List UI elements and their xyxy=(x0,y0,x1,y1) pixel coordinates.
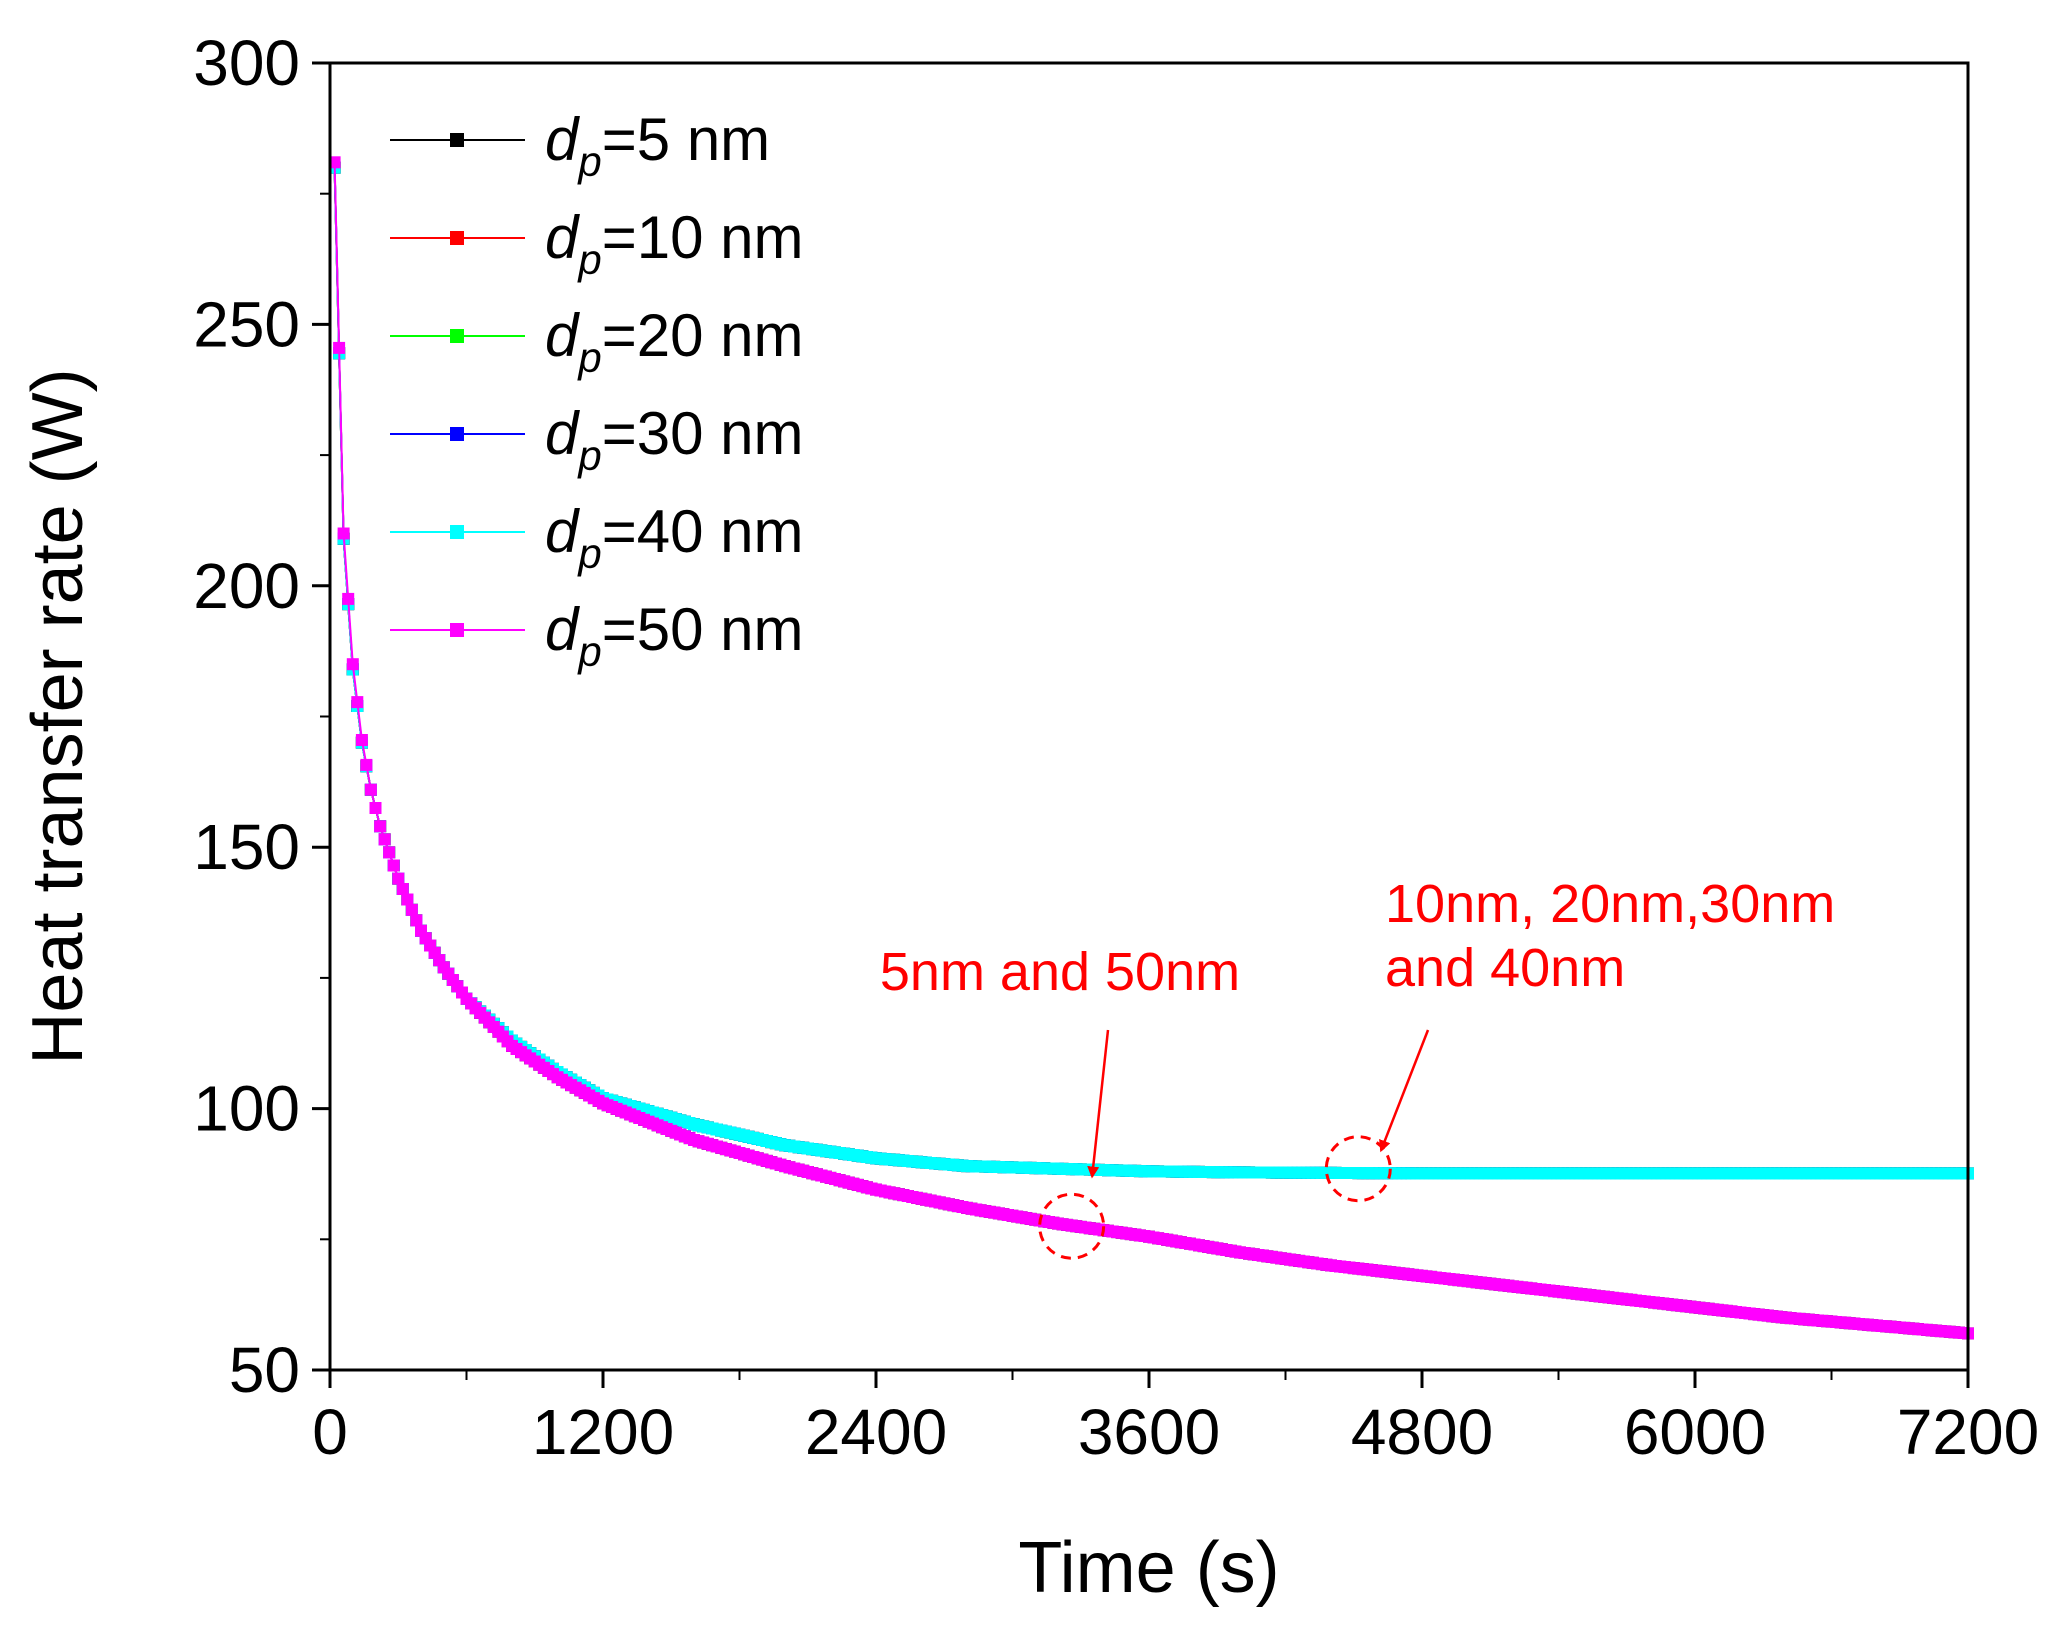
legend-marker xyxy=(450,329,464,343)
data-point xyxy=(392,872,405,885)
x-tick-label: 2400 xyxy=(805,1396,947,1468)
annotation-1: 5nm and 50nm xyxy=(880,942,1240,1260)
legend: dp=5 nm dp=10 nm dp=20 nm dp=30 nm dp=40 nm d… xyxy=(390,106,804,675)
legend-marker xyxy=(450,525,464,539)
x-tick-label: 3600 xyxy=(1078,1396,1220,1468)
y-tick-label: 300 xyxy=(193,27,300,99)
legend-item-6: dp=50 nm xyxy=(390,596,804,675)
data-point xyxy=(355,734,368,746)
annotation-circle xyxy=(1038,1192,1106,1260)
data-point xyxy=(387,859,400,872)
data-point xyxy=(369,802,382,814)
legend-label: dp=30 nm xyxy=(545,400,804,479)
legend-marker xyxy=(450,231,464,245)
annotation-text: 5nm and 50nm xyxy=(880,942,1240,1002)
series-5 xyxy=(328,161,1974,1180)
y-tick-label: 200 xyxy=(193,550,300,622)
x-tick-label: 1200 xyxy=(532,1396,674,1468)
annotation-text: and 40nm xyxy=(1385,938,1625,998)
data-point xyxy=(378,833,391,846)
x-tick-label: 4800 xyxy=(1351,1396,1493,1468)
legend-item-4: dp=30 nm xyxy=(390,400,804,479)
annotation-circle xyxy=(1324,1135,1392,1203)
annotation-arrow xyxy=(1087,1029,1110,1179)
data-point xyxy=(328,156,341,169)
data-point xyxy=(401,893,414,906)
y-tick-label: 50 xyxy=(229,1334,300,1406)
legend-marker xyxy=(450,427,464,441)
data-point xyxy=(396,883,409,895)
legend-item-3: dp=20 nm xyxy=(390,302,804,381)
legend-label: dp=5 nm xyxy=(545,106,770,185)
y-tick-label: 250 xyxy=(193,288,300,360)
data-point xyxy=(346,658,359,671)
legend-item-1: dp=5 nm xyxy=(390,106,770,185)
data-point xyxy=(333,341,346,354)
annotation-arrow xyxy=(1379,1029,1430,1153)
legend-item-2: dp=10 nm xyxy=(390,204,804,283)
legend-label: dp=50 nm xyxy=(545,596,804,675)
legend-label: dp=40 nm xyxy=(545,498,804,577)
y-tick-label: 150 xyxy=(193,811,300,883)
data-point xyxy=(374,820,387,833)
x-axis-title: Time (s) xyxy=(1018,1528,1279,1608)
y-axis-title: Heat transfer rate (W) xyxy=(18,368,98,1064)
legend-item-5: dp=40 nm xyxy=(390,498,804,577)
annotation-text: 10nm, 20nm,30nm xyxy=(1385,874,1835,934)
data-point xyxy=(342,592,355,605)
data-point xyxy=(351,696,364,709)
axes-layer: 0 1200 2400 3600 4800 6000 7200 50 100 150 200 250 3… xyxy=(18,27,2039,1608)
x-tick-label: 0 xyxy=(312,1396,348,1468)
data-point xyxy=(364,783,377,796)
data-point xyxy=(383,846,396,859)
x-tick-label: 7200 xyxy=(1897,1396,2039,1468)
data-point xyxy=(360,758,373,771)
legend-marker xyxy=(450,623,464,637)
legend-label: dp=10 nm xyxy=(545,204,804,283)
x-tick-label: 6000 xyxy=(1624,1396,1766,1468)
data-point xyxy=(337,527,350,540)
data-point xyxy=(410,914,423,927)
y-tick-label: 100 xyxy=(193,1073,300,1145)
data-point xyxy=(405,903,418,916)
legend-label: dp=20 nm xyxy=(545,302,804,381)
legend-marker xyxy=(450,133,464,147)
